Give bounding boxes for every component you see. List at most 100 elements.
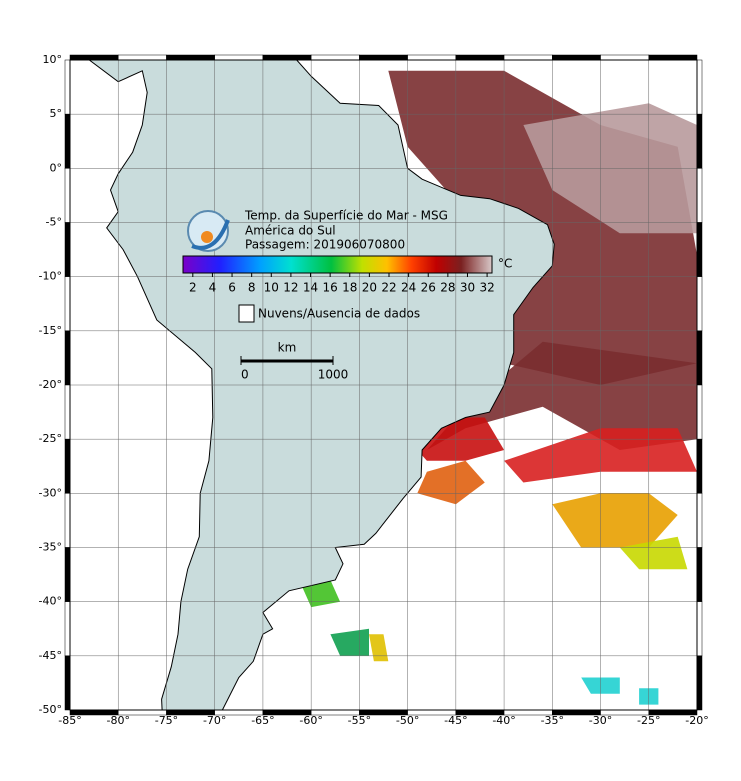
colorbar (182, 255, 493, 274)
frame-segment (64, 438, 71, 494)
colorbar-tick-label: 10 (264, 281, 279, 295)
frame-segment (117, 54, 167, 61)
frame-segment (696, 547, 703, 602)
scale-bar (241, 359, 333, 363)
colorbar-unit: °C (498, 257, 512, 271)
logo-sun (201, 231, 213, 243)
y-tick-label: -20° (39, 378, 62, 391)
y-tick-label: -25° (39, 432, 62, 445)
frame-segment (648, 54, 698, 61)
frame-segment (262, 54, 312, 61)
y-tick-label: 5° (50, 107, 63, 120)
colorbar-tick-label: 18 (342, 281, 357, 295)
logo-arc (191, 219, 230, 250)
y-tick-label: -10° (39, 270, 62, 283)
frame-segment (64, 384, 71, 440)
x-tick-label: -55° (348, 714, 371, 727)
x-tick-label: -65° (251, 714, 274, 727)
x-tick-label: -35° (541, 714, 564, 727)
colorbar-tick-label: 14 (303, 281, 318, 295)
scale-label: 1000 (318, 368, 349, 382)
x-tick-label: -30° (589, 714, 612, 727)
y-tick-label: -5° (46, 216, 62, 229)
colorbar-tick-label: 26 (421, 281, 436, 295)
frame-segment (214, 54, 264, 61)
colorbar-tick-label: 12 (283, 281, 298, 295)
legend-title: Passagem: 201906070800 (245, 238, 405, 252)
frame-segment (64, 276, 71, 332)
sst-patch (619, 536, 688, 570)
frame-segment (455, 54, 505, 61)
x-tick-label: -80° (106, 714, 129, 727)
y-tick-label: -45° (39, 649, 62, 662)
x-tick-label: -25° (637, 714, 660, 727)
x-tick-label: -60° (299, 714, 322, 727)
frame-segment (503, 54, 553, 61)
x-tick-label: -50° (396, 714, 419, 727)
frame-segment (64, 222, 71, 277)
colorbar-tick-label: 30 (460, 281, 475, 295)
frame-segment (64, 113, 71, 169)
colorbar-tick-label: 8 (248, 281, 256, 295)
plot-border (69, 59, 698, 711)
frame-segment (696, 655, 703, 711)
x-tick-label: -45° (444, 714, 467, 727)
legend-title: Temp. da Superfície do Mar - MSG (244, 209, 448, 223)
y-tick-label: 10° (43, 53, 63, 66)
frame-segment (696, 493, 703, 548)
x-tick-label: -70° (203, 714, 226, 727)
frame-segment (64, 168, 71, 223)
scale-label: 0 (241, 368, 249, 382)
colorbar-tick-label: 24 (401, 281, 416, 295)
colorbar-tick-label: 32 (479, 281, 494, 295)
frame-segment (64, 547, 71, 602)
plot-area (70, 60, 697, 710)
scale-unit: km (278, 341, 297, 355)
frame-segment (64, 601, 71, 657)
sst-patch (552, 493, 678, 548)
frame-segment (166, 54, 215, 61)
x-tick-label: -75° (155, 714, 178, 727)
frame-segment (407, 54, 457, 61)
frame-segment (600, 54, 650, 61)
frame-segment (696, 222, 703, 277)
colorbar-tick-label: 2 (189, 281, 197, 295)
x-tick-label: -85° (58, 714, 81, 727)
frame-segment (69, 54, 119, 61)
frame-segment (696, 330, 703, 386)
sst-patch (369, 634, 389, 662)
colorbar-tick-label: 22 (381, 281, 396, 295)
legend: Temp. da Superfície do Mar - MSG América… (182, 209, 512, 382)
x-tick-label: -40° (492, 714, 515, 727)
y-tick-label: -15° (39, 324, 62, 337)
colorbar-tick-label: 4 (209, 281, 217, 295)
frame-segment (64, 493, 71, 548)
y-tick-label: -50° (39, 703, 62, 716)
frame-segment (696, 59, 703, 115)
y-tick-label: -40° (39, 595, 62, 608)
colorbar-tick-label: 28 (440, 281, 455, 295)
frame-segment (696, 168, 703, 223)
colorbar-tick-label: 6 (228, 281, 236, 295)
frame-segment (696, 438, 703, 494)
y-tick-label: -35° (39, 541, 62, 554)
y-tick-label: 0° (50, 161, 63, 174)
frame-segment (696, 276, 703, 332)
cloud-swatch (238, 304, 255, 323)
frame-segment (359, 54, 408, 61)
colorbar-tick-label: 20 (362, 281, 377, 295)
x-tick-label: -20° (685, 714, 708, 727)
frame-segment (64, 59, 71, 115)
frame-segment (696, 601, 703, 657)
frame-segment (64, 330, 71, 386)
sst-patch (426, 341, 697, 450)
frame-segment (696, 113, 703, 169)
legend-title: América do Sul (245, 224, 336, 238)
frame-segment (64, 655, 71, 711)
colorbar-tick-label: 16 (323, 281, 338, 295)
frame-segment (696, 384, 703, 440)
cloud-label: Nuvens/Ausencia de dados (258, 307, 420, 321)
frame-segment (310, 54, 360, 61)
frame-segment (552, 54, 601, 61)
